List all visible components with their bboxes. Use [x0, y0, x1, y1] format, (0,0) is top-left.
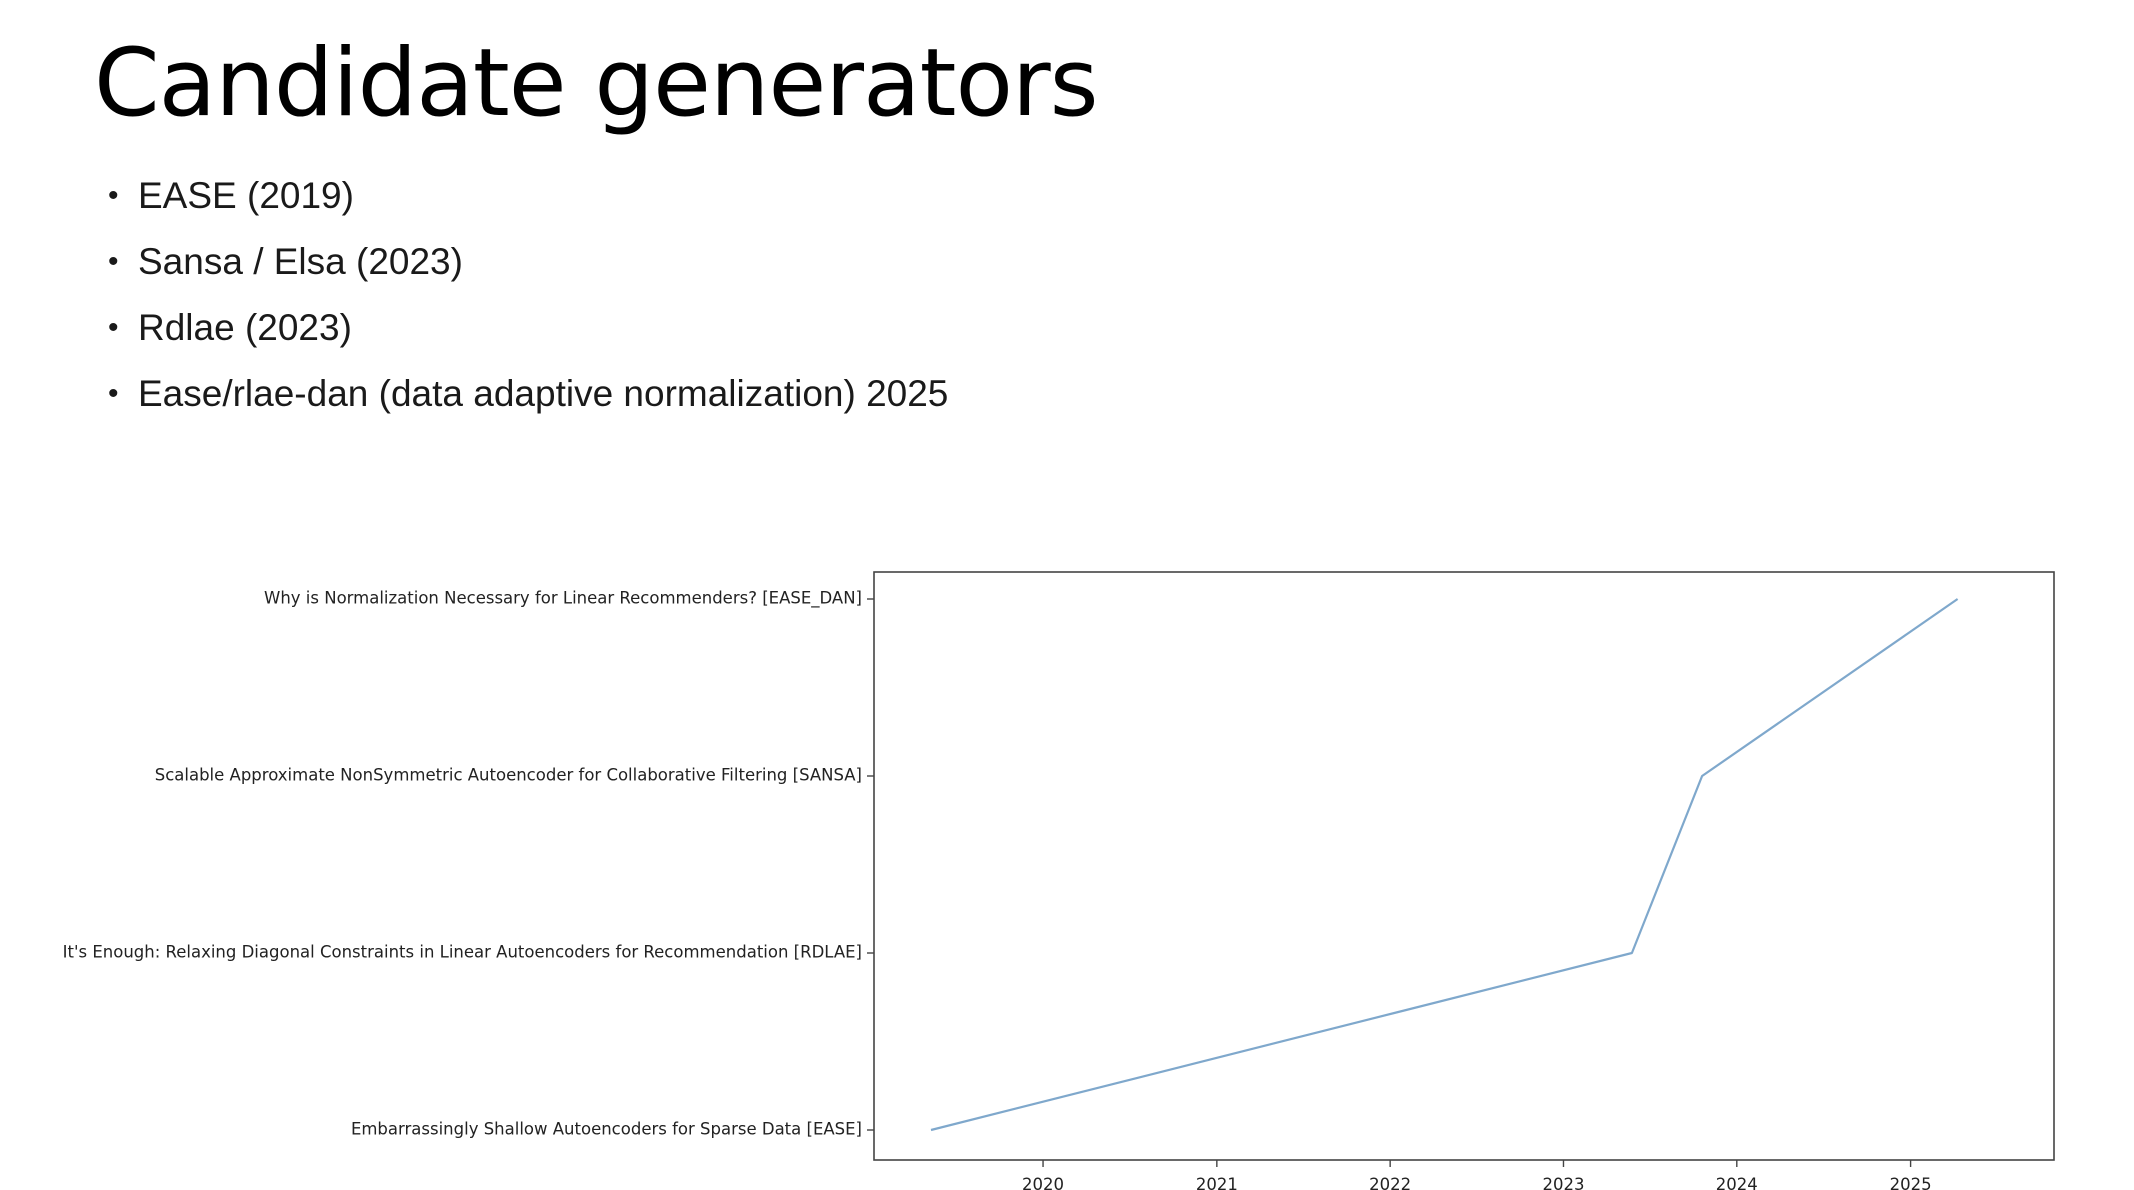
bullet-item: • EASE (2019)	[108, 168, 948, 234]
bullet-list: • EASE (2019) • Sansa / Elsa (2023) • Rdlae…	[108, 168, 948, 432]
y-tick-label: Why is Normalization Necessary for Linea…	[264, 589, 862, 609]
x-tick-label: 2021	[1196, 1175, 1238, 1190]
bullet-item: • Ease/rlae-dan (data adaptive normalizat…	[108, 366, 948, 432]
bullet-text: Sansa / Elsa (2023)	[138, 241, 463, 282]
bullet-text: Rdlae (2023)	[138, 307, 352, 348]
bullet-dot-icon: •	[108, 179, 119, 212]
bullet-dot-icon: •	[108, 245, 119, 278]
series-layer	[930, 598, 1959, 1132]
y-axis: Embarrassingly Shallow Autoencoders for …	[63, 589, 874, 1139]
y-tick-label: Scalable Approximate NonSymmetric Autoen…	[155, 766, 862, 785]
series-line	[930, 598, 1959, 1132]
plot-frame	[873, 571, 2055, 1161]
bullet-text: EASE (2019)	[138, 175, 354, 216]
line-chart: Embarrassingly Shallow Autoencoders for …	[63, 571, 2055, 1190]
y-tick-label: It's Enough: Relaxing Diagonal Constrain…	[63, 943, 862, 962]
bullet-text: Ease/rlae-dan (data adaptive normalizati…	[138, 373, 949, 414]
bullet-item: • Sansa / Elsa (2023)	[108, 234, 948, 300]
x-tick-label: 2023	[1542, 1175, 1584, 1190]
bullet-item: • Rdlae (2023)	[108, 300, 948, 366]
x-tick-label: 2025	[1890, 1175, 1932, 1190]
y-tick-label: Embarrassingly Shallow Autoencoders for …	[351, 1120, 862, 1139]
slide-title: Candidate generators	[94, 29, 1099, 138]
x-axis: 2020 2021 2022 2023 2024 2025	[1022, 1160, 1932, 1190]
bullet-dot-icon: •	[108, 311, 119, 344]
x-tick-label: 2024	[1716, 1175, 1758, 1190]
x-tick-label: 2020	[1022, 1175, 1064, 1190]
x-tick-label: 2022	[1369, 1175, 1411, 1190]
bullet-dot-icon: •	[108, 377, 119, 410]
